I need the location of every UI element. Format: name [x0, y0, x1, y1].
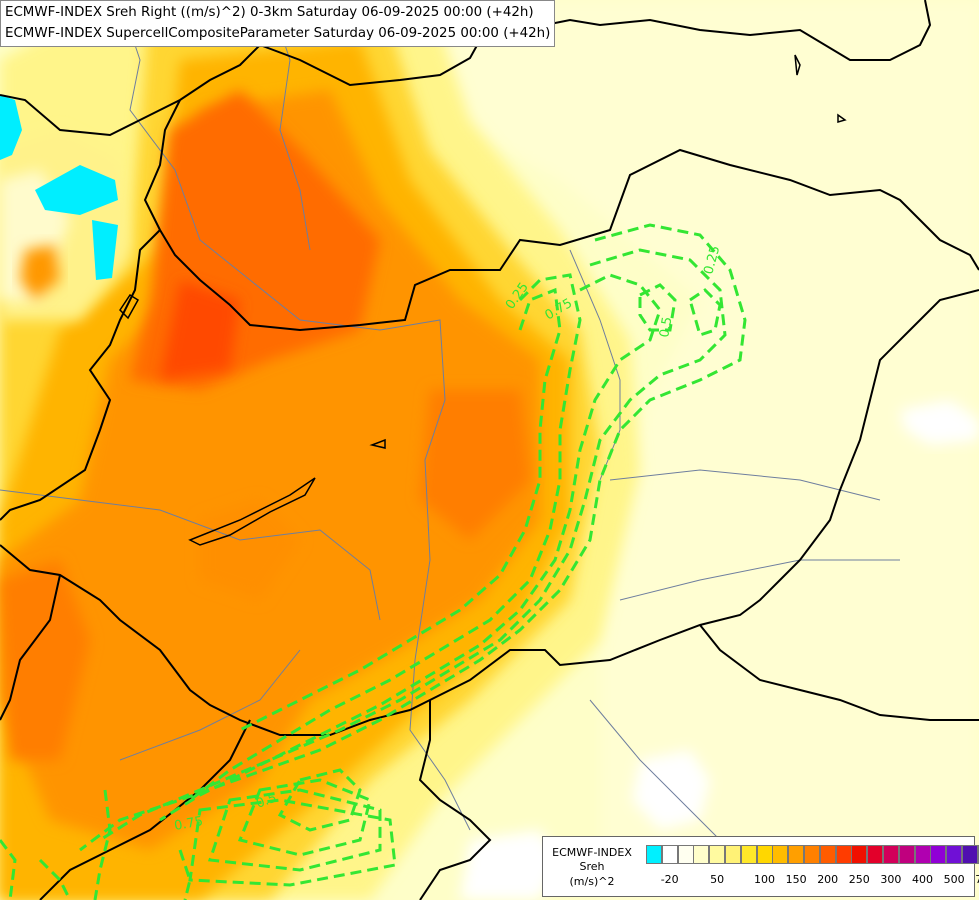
- legend-tick-label: 400: [912, 873, 933, 886]
- title-line-sreh: ECMWF-INDEX Sreh Right ((m/s)^2) 0-3km S…: [5, 5, 534, 20]
- legend-swatch: [788, 845, 805, 864]
- legend-swatch: [962, 845, 978, 864]
- legend-tick-label: 700: [975, 873, 979, 886]
- legend-swatch: [725, 845, 741, 864]
- contour-label-075-south: 0.75: [173, 814, 204, 834]
- legend-swatch: [977, 845, 979, 864]
- legend-tick-label: 250: [848, 873, 870, 886]
- legend-swatch: [819, 845, 836, 864]
- legend-tick-label: 500: [943, 873, 965, 886]
- legend-swatch: [835, 845, 852, 864]
- contour-label-05-south: 0.5: [254, 791, 279, 812]
- legend-swatch: [946, 845, 963, 864]
- legend-swatch: [756, 845, 773, 864]
- legend-tick-label: 50: [710, 873, 725, 886]
- contour-label-05-north: 0.5: [657, 316, 675, 339]
- contour-label-025-northeast: 0.25: [701, 244, 723, 276]
- color-legend: ECMWF-INDEX Sreh (m/s)^2 -20 50 100 150 200 2…: [542, 836, 979, 897]
- legend-swatch: [772, 845, 789, 864]
- map-title-box: ECMWF-INDEX Sreh Right ((m/s)^2) 0-3km S…: [0, 0, 556, 47]
- legend-swatch: [898, 845, 915, 864]
- legend-swatch: [851, 845, 868, 864]
- legend-swatch: [677, 845, 694, 864]
- legend-swatch: [646, 845, 662, 864]
- legend-swatch: [930, 845, 947, 864]
- legend-swatch: [661, 845, 678, 864]
- legend-swatch: [740, 845, 757, 864]
- legend-tick-label: -20: [660, 873, 679, 886]
- legend-swatch: [804, 845, 820, 864]
- legend-unit: (m/s)^2: [569, 875, 615, 888]
- legend-swatch: [914, 845, 931, 864]
- lakes: [119, 54, 847, 546]
- legend-swatch: [883, 845, 899, 864]
- legend-tick-label: 150: [785, 873, 807, 886]
- supercell-contours: [0, 223, 747, 900]
- legend-tick-label: 100: [754, 873, 775, 886]
- legend-swatch: [693, 845, 710, 864]
- legend-tick-label: 300: [880, 873, 902, 886]
- legend-tick-label: 200: [817, 873, 839, 886]
- legend-title: ECMWF-INDEX: [552, 846, 632, 859]
- legend-swatch: [709, 845, 726, 864]
- legend-swatch: [867, 845, 884, 864]
- rivers: [0, 0, 900, 881]
- title-line-scp: ECMWF-INDEX SupercellCompositeParameter …: [5, 26, 551, 41]
- legend-variable: Sreh: [579, 860, 605, 873]
